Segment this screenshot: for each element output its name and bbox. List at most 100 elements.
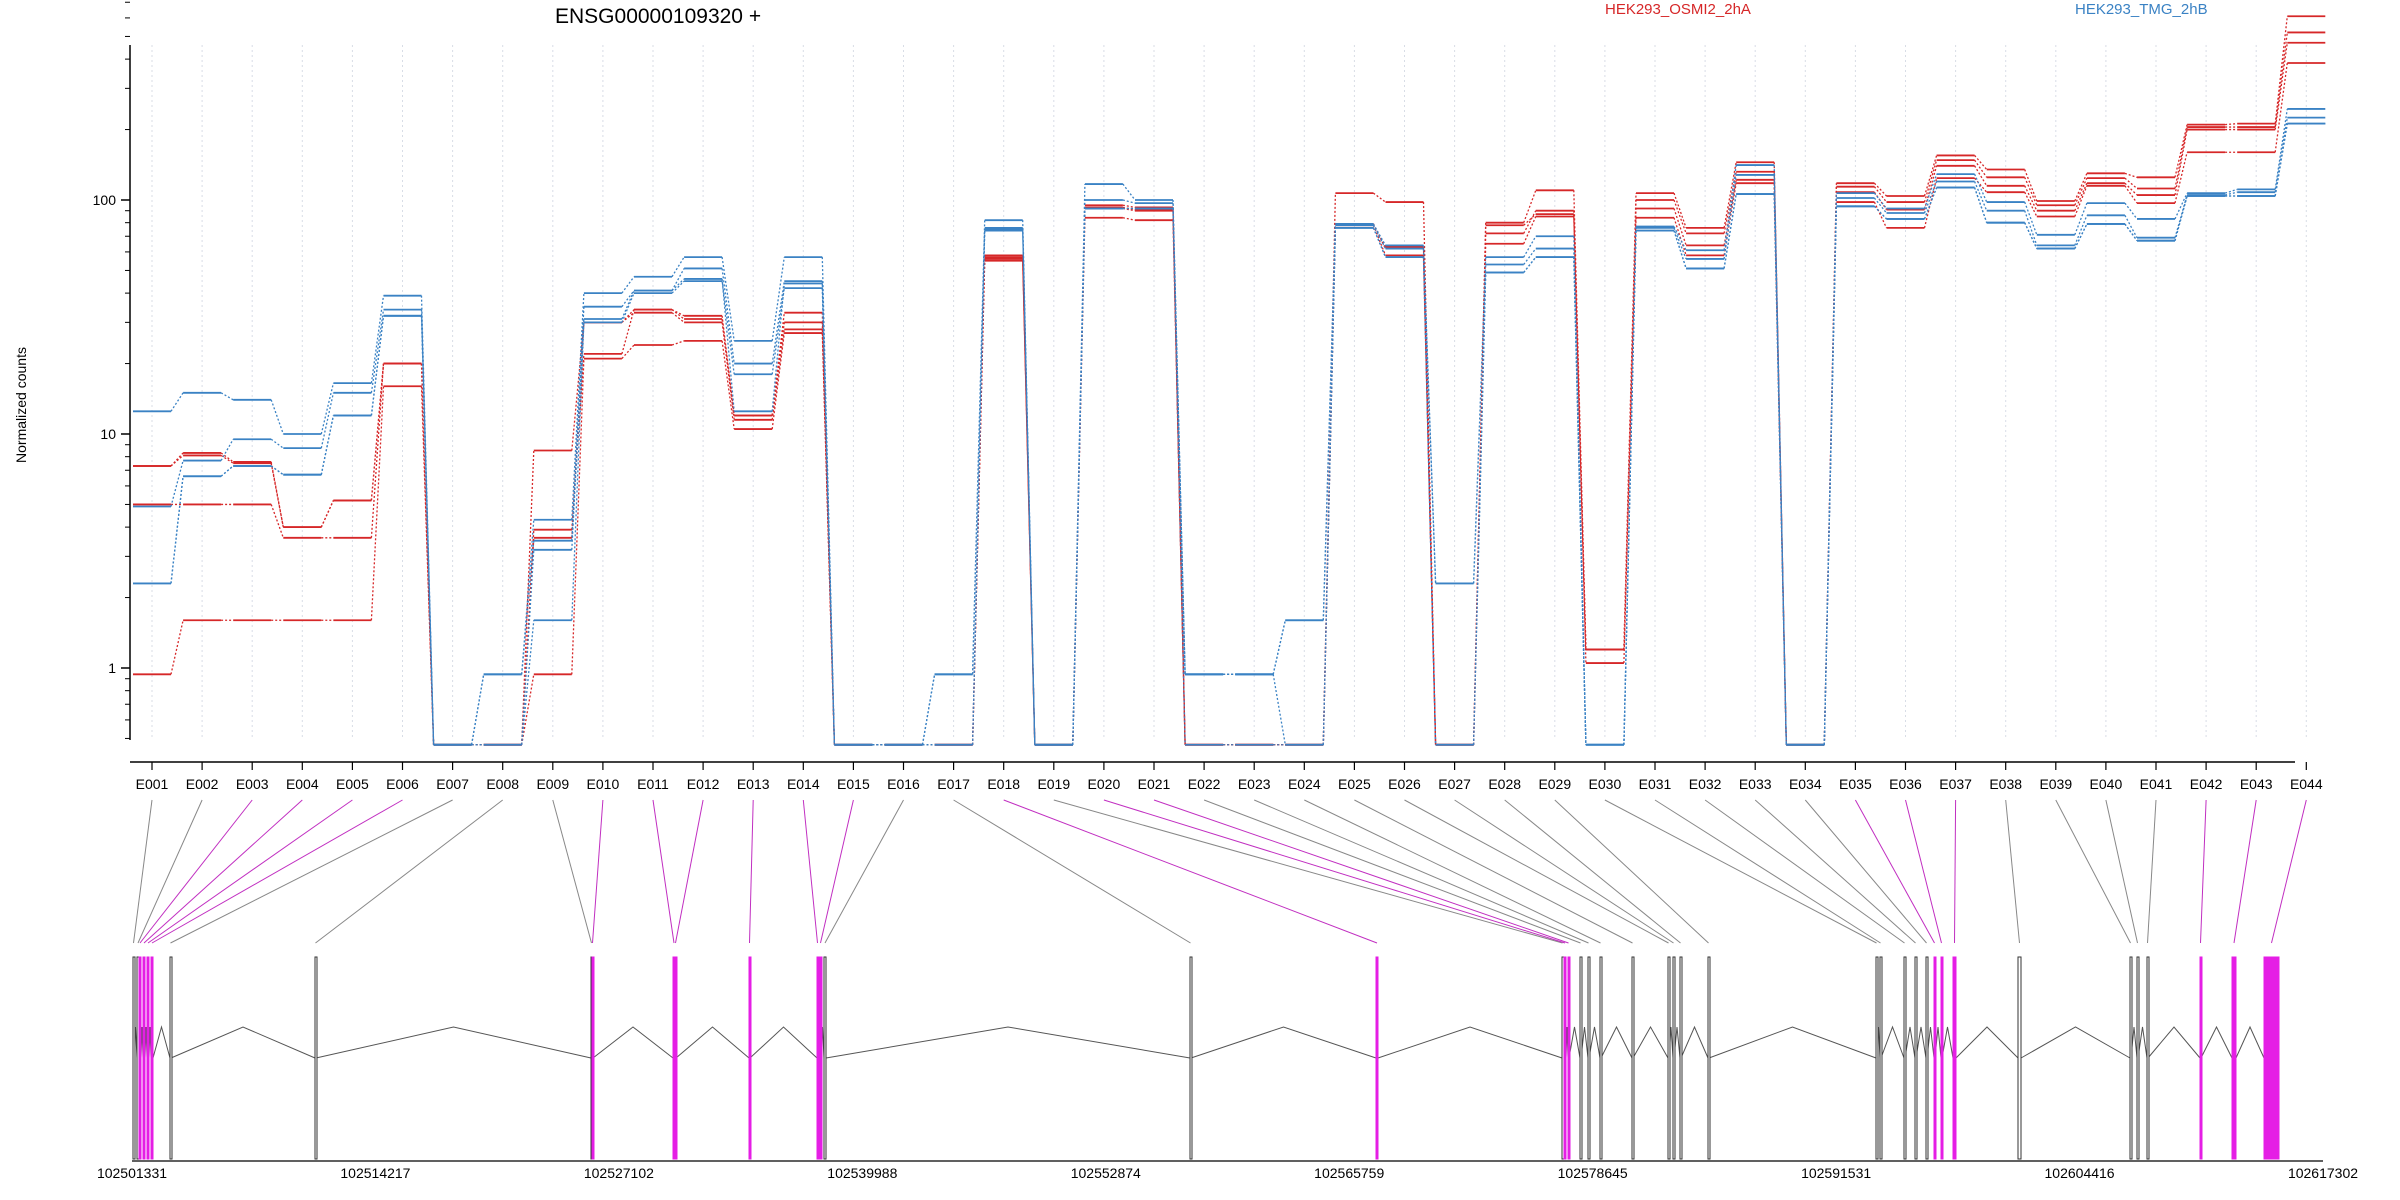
y-tick-label: 10 xyxy=(100,426,116,442)
exon-connector xyxy=(2233,799,2257,944)
exon-count-connector xyxy=(1472,272,1487,745)
exon-count-connector xyxy=(721,268,735,364)
exon-box xyxy=(2199,956,2203,1160)
exon-connector xyxy=(1304,799,1601,944)
exon-count-connector xyxy=(1623,199,1637,650)
exon-count-connector xyxy=(1923,159,1938,203)
exon-count-connector xyxy=(1472,225,1487,745)
exon-label: E038 xyxy=(1989,776,2022,792)
coordinate-label: 102604416 xyxy=(2045,1165,2115,1181)
exon-count-connector xyxy=(2225,122,2238,126)
exon-count-connector xyxy=(571,322,585,621)
exon-label: E021 xyxy=(1138,776,1171,792)
exon-label: E044 xyxy=(2290,776,2323,792)
intron-line xyxy=(1568,1026,1581,1059)
exon-connector xyxy=(1854,799,1935,944)
exon-label: E042 xyxy=(2190,776,2223,792)
y-tick-label: 100 xyxy=(93,192,117,208)
exon-box xyxy=(1672,956,1676,1160)
exon-connector xyxy=(1704,799,1905,944)
exon-count-connector xyxy=(671,268,685,291)
exon-count-connector xyxy=(1122,217,1136,221)
exon-label: E005 xyxy=(336,776,369,792)
series-3 xyxy=(133,62,2326,746)
exon-box xyxy=(138,956,142,1160)
exon-count-connector xyxy=(1673,226,1687,251)
exon-count-connector xyxy=(320,392,335,449)
coordinate-label: 102552874 xyxy=(1071,1165,1141,1181)
exon-count-connector xyxy=(1873,192,1888,209)
exon-count-connector xyxy=(671,309,685,317)
exon-count-connector xyxy=(1974,177,1988,193)
exon-count-connector xyxy=(1673,208,1687,246)
exon-label: E017 xyxy=(937,776,970,792)
exon-count-connector xyxy=(521,620,535,745)
intron-line xyxy=(1955,1026,2019,1059)
exon-label: E013 xyxy=(737,776,770,792)
exon-label: E028 xyxy=(1488,776,1521,792)
exon-count-connector xyxy=(1372,224,1387,249)
exon-count-connector xyxy=(1523,248,1537,265)
intron-line xyxy=(749,1026,818,1059)
exon-box xyxy=(1375,956,1379,1160)
exon-label: E022 xyxy=(1188,776,1221,792)
exon-count-connector xyxy=(1172,203,1186,675)
exon-label: E016 xyxy=(887,776,920,792)
exon-count-connector xyxy=(170,454,184,467)
exon-box xyxy=(2263,956,2280,1160)
intron-line xyxy=(1941,1026,1954,1059)
exon-count-connector xyxy=(671,312,685,323)
exon-count-connector xyxy=(1673,230,1687,269)
exon-count-connector xyxy=(671,256,685,278)
exon-count-connector xyxy=(170,392,184,412)
exon-count-connector xyxy=(220,465,234,477)
intron-line xyxy=(1680,1025,1709,1059)
exon-box xyxy=(1631,956,1635,1160)
exon-count-connector xyxy=(2124,177,2138,189)
exon-box xyxy=(1707,956,1711,1160)
series-lines xyxy=(133,15,2326,746)
exon-count-connector xyxy=(821,281,836,745)
exon-count-connector xyxy=(320,382,335,435)
exon-box xyxy=(1667,956,1671,1160)
gene-title: ENSG00000109320 + xyxy=(555,5,761,28)
exon-count-connector xyxy=(1072,208,1086,745)
exon-box xyxy=(1567,956,1571,1160)
exon-label: E026 xyxy=(1388,776,1421,792)
y-tick-label: 1 xyxy=(108,660,116,676)
exon-count-connector xyxy=(1573,257,1587,745)
y-axis-label: Normalized counts xyxy=(13,347,29,463)
exon-count-connector xyxy=(2024,169,2038,202)
exon-count-connector xyxy=(2224,188,2238,194)
exon-connector xyxy=(151,799,403,944)
exon-count-connector xyxy=(1973,181,1988,211)
intron-line xyxy=(1915,1026,1927,1059)
exon-connector xyxy=(1454,799,1674,944)
exon-count-connector xyxy=(1923,155,1938,197)
exon-count-connector xyxy=(921,674,936,745)
exon-box xyxy=(132,956,136,1160)
intron-line xyxy=(1708,1026,1877,1059)
exon-box xyxy=(1563,956,1567,1160)
exon-box xyxy=(1940,956,1944,1160)
exon-connector xyxy=(1504,799,1681,944)
exon-count-connector xyxy=(571,318,585,550)
exon-connector xyxy=(137,799,203,944)
exon-count-connector xyxy=(1272,674,1286,745)
exon-count-connector xyxy=(1873,197,1888,214)
exon-box xyxy=(2017,956,2022,1160)
exon-count-connector xyxy=(671,340,685,346)
exon-label: E036 xyxy=(1889,776,1922,792)
coordinate-label: 102578645 xyxy=(1558,1165,1628,1181)
exon-count-connector xyxy=(220,452,234,463)
exon-label: E020 xyxy=(1088,776,1121,792)
exon-connector xyxy=(2200,799,2207,944)
series-5 xyxy=(133,108,2326,746)
exon-count-connector xyxy=(1523,190,1537,223)
exon-count-connector xyxy=(2174,152,2188,204)
exon-connector xyxy=(1654,799,1881,944)
exon-count-connector xyxy=(571,358,585,675)
axes: 1 10 100 xyxy=(93,1,2307,770)
exon-count-connector xyxy=(1823,186,1838,745)
exon-count-connector xyxy=(2024,185,2038,211)
